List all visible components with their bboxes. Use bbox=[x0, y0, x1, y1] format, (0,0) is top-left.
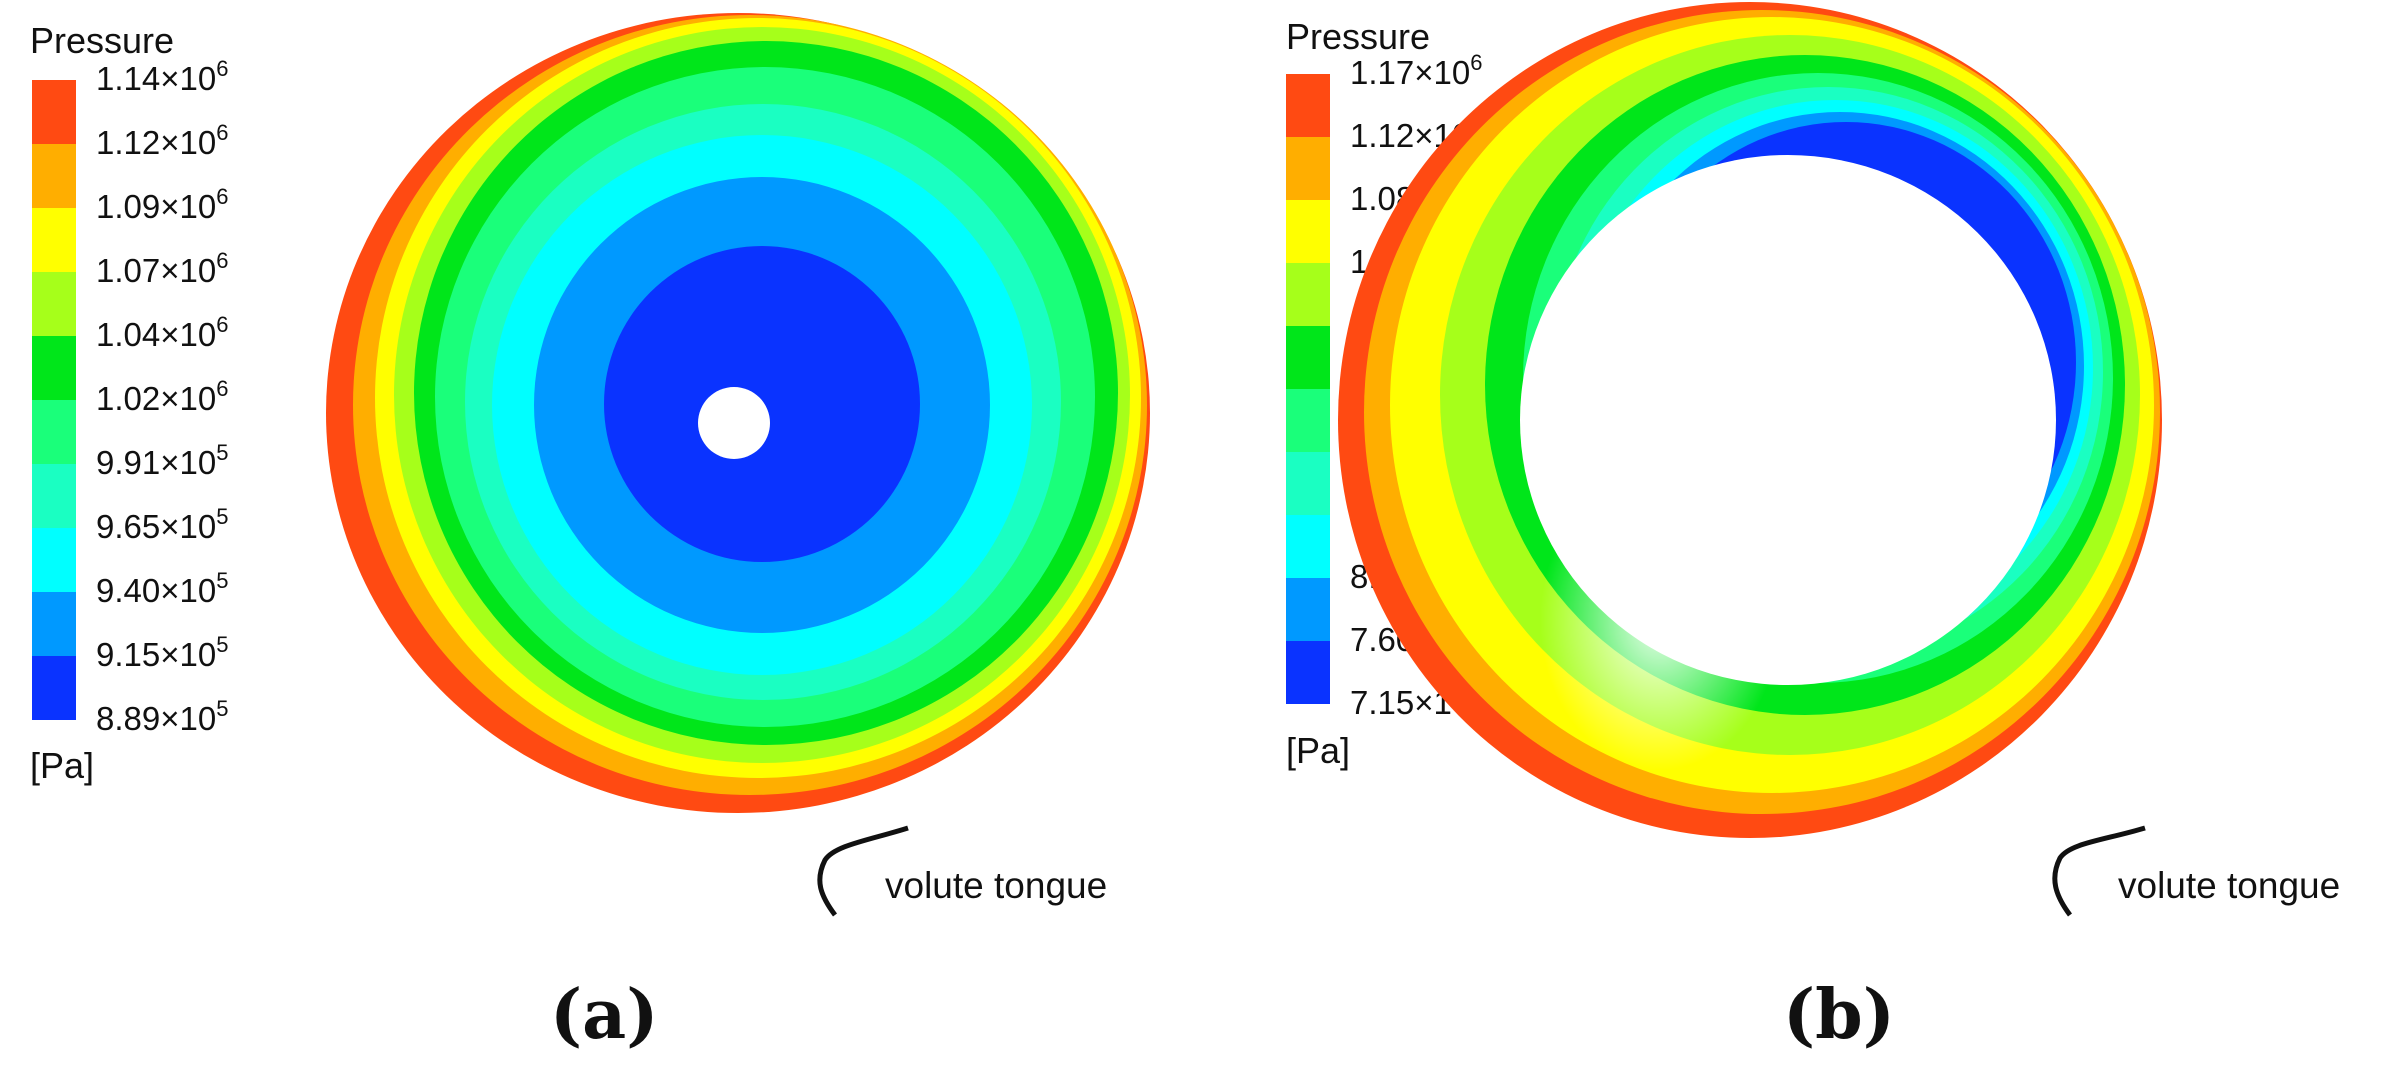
contour-bands bbox=[1338, 2, 2162, 838]
legend-swatch bbox=[1286, 641, 1330, 704]
legend-swatch bbox=[32, 656, 76, 720]
legend-unit: [Pa] bbox=[30, 745, 95, 786]
tick-mantissa: 1.12×10 bbox=[96, 124, 217, 161]
tick-mantissa: 9.15×10 bbox=[96, 636, 217, 673]
legend-tick-label: 8.89×105 bbox=[96, 696, 228, 738]
legend-swatch bbox=[32, 464, 76, 528]
tick-exponent: 5 bbox=[216, 696, 229, 721]
tick-exponent: 6 bbox=[216, 248, 229, 273]
legend-swatch bbox=[1286, 452, 1330, 515]
legend-tick-label: 1.07×106 bbox=[96, 248, 228, 290]
tick-exponent: 5 bbox=[216, 632, 229, 657]
legend-swatch bbox=[1286, 137, 1330, 200]
legend-title: Pressure bbox=[1286, 16, 1431, 57]
tick-exponent: 6 bbox=[216, 120, 229, 145]
legend-swatch bbox=[32, 336, 76, 400]
volute-tongue-marker bbox=[2052, 825, 2146, 917]
tick-mantissa: 1.04×10 bbox=[96, 316, 217, 353]
legend-tick-label: 9.15×105 bbox=[96, 632, 228, 674]
tick-mantissa: 1.07×10 bbox=[96, 252, 217, 289]
legend-color-bar bbox=[32, 80, 76, 720]
legend-unit: [Pa] bbox=[1286, 730, 1351, 771]
panel-a: Pressure 1.14×106 1.12×106 1.09×106 1.07×10… bbox=[30, 13, 1150, 1055]
legend-tick-label: 9.40×105 bbox=[96, 568, 228, 610]
legend-swatch bbox=[1286, 515, 1330, 578]
tick-exponent: 5 bbox=[216, 504, 229, 529]
volute-tongue-label: volute tongue bbox=[2118, 865, 2341, 906]
legend-swatch bbox=[1286, 263, 1330, 326]
tick-exponent: 6 bbox=[1470, 50, 1483, 75]
legend-swatch bbox=[1286, 74, 1330, 137]
tick-exponent: 5 bbox=[216, 440, 229, 465]
tick-mantissa: 1.17×10 bbox=[1350, 54, 1471, 91]
volute-tongue-marker bbox=[817, 825, 909, 917]
tick-exponent: 6 bbox=[216, 56, 229, 81]
legend-swatch bbox=[32, 272, 76, 336]
volute-tongue-label: volute tongue bbox=[885, 865, 1108, 906]
legend-color-bar bbox=[1286, 74, 1330, 704]
tick-mantissa: 9.65×10 bbox=[96, 508, 217, 545]
legend-tick-label: 9.65×105 bbox=[96, 504, 228, 546]
panel-caption: (a) bbox=[550, 975, 659, 1055]
legend-tick-label: 1.02×106 bbox=[96, 376, 228, 418]
legend-tick-label: 1.09×106 bbox=[96, 184, 228, 226]
panel-caption: (b) bbox=[1783, 975, 1895, 1055]
tick-exponent: 6 bbox=[216, 376, 229, 401]
legend-title: Pressure bbox=[30, 20, 175, 61]
legend-tick-label: 1.12×106 bbox=[96, 120, 228, 162]
pressure-contour-volute bbox=[1338, 2, 2162, 917]
tick-mantissa: 1.09×10 bbox=[96, 188, 217, 225]
legend-swatch bbox=[1286, 389, 1330, 452]
legend-tick-label: 1.17×106 bbox=[1350, 50, 1482, 92]
tick-exponent: 6 bbox=[216, 184, 229, 209]
legend-tick-label: 9.91×105 bbox=[96, 440, 228, 482]
tick-exponent: 6 bbox=[216, 312, 229, 337]
contour-bands bbox=[326, 13, 1150, 813]
tick-mantissa: 8.89×10 bbox=[96, 700, 217, 737]
legend-swatch bbox=[32, 208, 76, 272]
legend-swatch bbox=[32, 592, 76, 656]
legend-swatch bbox=[1286, 200, 1330, 263]
legend-swatch bbox=[32, 144, 76, 208]
tick-exponent: 5 bbox=[216, 568, 229, 593]
legend-swatch bbox=[1286, 578, 1330, 641]
legend-swatch bbox=[32, 400, 76, 464]
legend-tick-label: 1.04×106 bbox=[96, 312, 228, 354]
tick-mantissa: 9.91×10 bbox=[96, 444, 217, 481]
tick-mantissa: 1.02×10 bbox=[96, 380, 217, 417]
panel-b: Pressure 1.17×1061.12×1061.08×1061.03×10… bbox=[1200, 0, 2384, 1086]
pressure-contour-disc bbox=[326, 13, 1150, 917]
tick-mantissa: 9.40×10 bbox=[96, 572, 217, 609]
legend-swatch bbox=[32, 80, 76, 144]
legend-tick-label: 1.14×106 bbox=[96, 56, 228, 98]
legend-swatch bbox=[32, 528, 76, 592]
legend-swatch bbox=[1286, 326, 1330, 389]
tick-mantissa: 1.14×10 bbox=[96, 60, 217, 97]
